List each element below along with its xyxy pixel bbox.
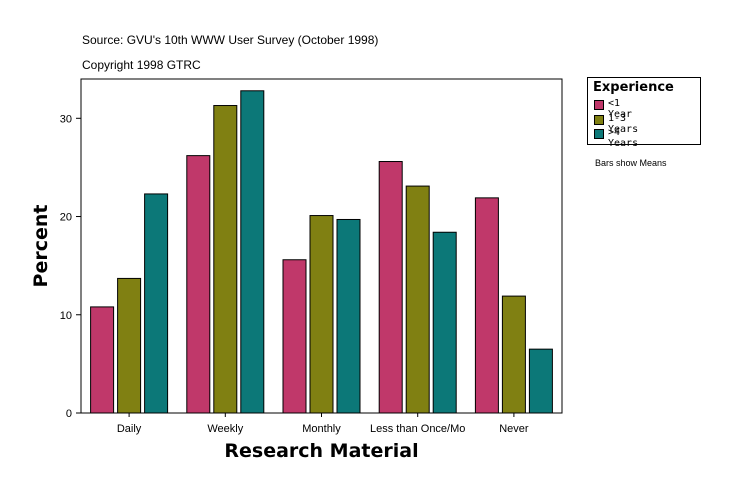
y-tick-label: 0 [66,408,72,420]
x-tick-label: Weekly [207,423,243,435]
legend-label-lt1: <1 Year [608,98,633,120]
bar-lt1 [378,161,403,414]
legend-title: Experience [593,80,674,95]
legend-label-1to3: 1-3 Years [608,113,639,135]
y-tick-label: 20 [60,212,72,224]
bar-gt4 [528,348,553,414]
bar-1to3 [213,105,238,414]
x-tick-label: Less than Once/Mo [370,423,465,435]
x-tick-label: Monthly [302,423,341,435]
bar-1to3 [405,185,430,414]
bar-gt4 [144,193,169,414]
legend-swatch-lt1 [594,100,604,110]
copyright-caption: Copyright 1998 GTRC [82,58,201,72]
bar-gt4 [432,231,457,414]
bar-gt4 [240,90,265,414]
bar-lt1 [474,197,499,414]
x-tick-label: Daily [117,423,142,435]
y-axis-title: Percent [30,205,52,288]
y-tick-label: 30 [60,113,72,125]
legend-swatch-1to3 [594,115,604,125]
bar-gt4 [336,218,361,414]
legend-swatch-gt4 [594,129,604,139]
x-tick-label: Never [499,423,529,435]
legend: Experience <1 Year 1-3 Years >4 Years [587,77,701,149]
bar-lt1 [90,306,115,414]
x-axis-title: Research Material [224,440,418,462]
bar-1to3 [501,295,526,414]
source-caption: Source: GVU's 10th WWW User Survey (Octo… [82,33,379,47]
y-tick-label: 10 [60,310,72,322]
bar-1to3 [117,277,142,414]
bars-note: Bars show Means [595,158,667,168]
bar-lt1 [282,259,307,414]
bar-1to3 [309,215,334,414]
legend-label-gt4: >4 Years [608,127,639,149]
bar-lt1 [186,155,211,414]
